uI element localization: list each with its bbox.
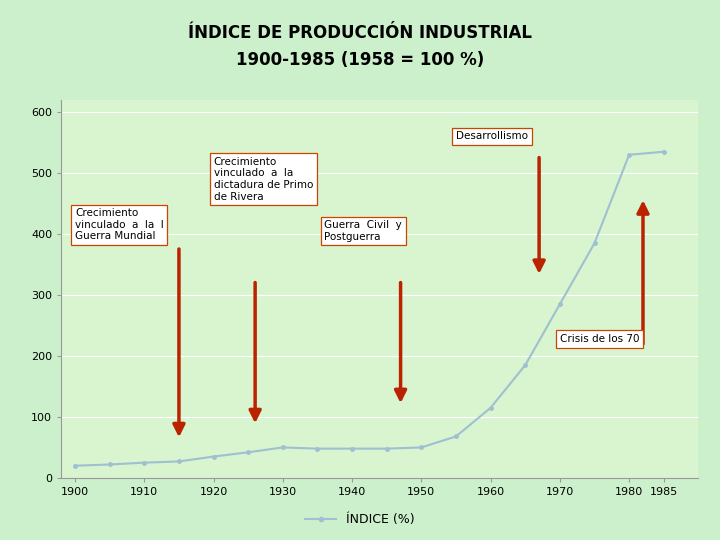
Text: Desarrollismo: Desarrollismo — [456, 131, 528, 141]
Text: Guerra  Civil  y
Postguerra: Guerra Civil y Postguerra — [325, 220, 402, 242]
Text: Crecimiento
vinculado  a  la  I
Guerra Mundial: Crecimiento vinculado a la I Guerra Mund… — [75, 208, 164, 241]
Text: Crisis de los 70: Crisis de los 70 — [560, 334, 639, 344]
Text: ÍNDICE DE PRODUCCIÓN INDUSTRIAL: ÍNDICE DE PRODUCCIÓN INDUSTRIAL — [188, 24, 532, 42]
Text: 1900-1985 (1958 = 100 %): 1900-1985 (1958 = 100 %) — [236, 51, 484, 69]
Text: Crecimiento
vinculado  a  la
dictadura de Primo
de Rivera: Crecimiento vinculado a la dictadura de … — [214, 157, 313, 201]
Legend: ÍNDICE (%): ÍNDICE (%) — [300, 508, 420, 531]
